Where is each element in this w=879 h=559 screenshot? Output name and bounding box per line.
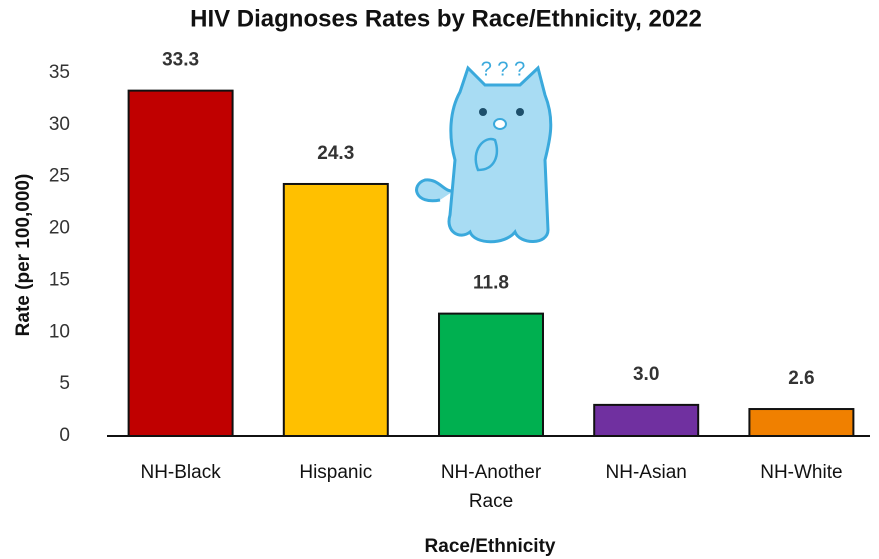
value-label: 3.0 [633, 364, 659, 385]
y-tick-label: 5 [59, 373, 70, 394]
x-tick-label: NH-Asian [576, 458, 716, 487]
x-tick-label: NH-Black [111, 458, 251, 487]
y-tick-label: 10 [49, 321, 70, 342]
x-tick-label: NH-White [731, 458, 871, 487]
chart-title: HIV Diagnoses Rates by Race/Ethnicity, 2… [190, 5, 702, 32]
bar [439, 314, 543, 436]
x-axis-title: Race/Ethnicity [425, 536, 556, 557]
y-tick-label: 15 [49, 269, 70, 290]
y-axis-title: Rate (per 100,000) [13, 174, 34, 337]
value-label: 2.6 [788, 368, 814, 389]
bar [749, 409, 853, 436]
value-label: 24.3 [317, 143, 354, 164]
bar [594, 405, 698, 436]
chart: HIV Diagnoses Rates by Race/Ethnicity, 2… [0, 0, 879, 559]
value-label: 11.8 [473, 273, 509, 294]
annotation: ? ? ? [481, 58, 525, 80]
bar [129, 91, 233, 436]
x-tick-label: NH-Another Race [421, 458, 561, 516]
x-tick-label: Hispanic [266, 458, 406, 487]
y-tick-label: 20 [49, 218, 70, 239]
bar [284, 184, 388, 436]
value-label: 33.3 [162, 50, 199, 71]
y-tick-label: 30 [49, 114, 70, 135]
cat-illustration: ? ? ? [417, 58, 551, 241]
y-tick-label: 25 [49, 166, 70, 187]
y-tick-label: 35 [49, 62, 70, 83]
y-tick-label: 0 [59, 425, 70, 446]
